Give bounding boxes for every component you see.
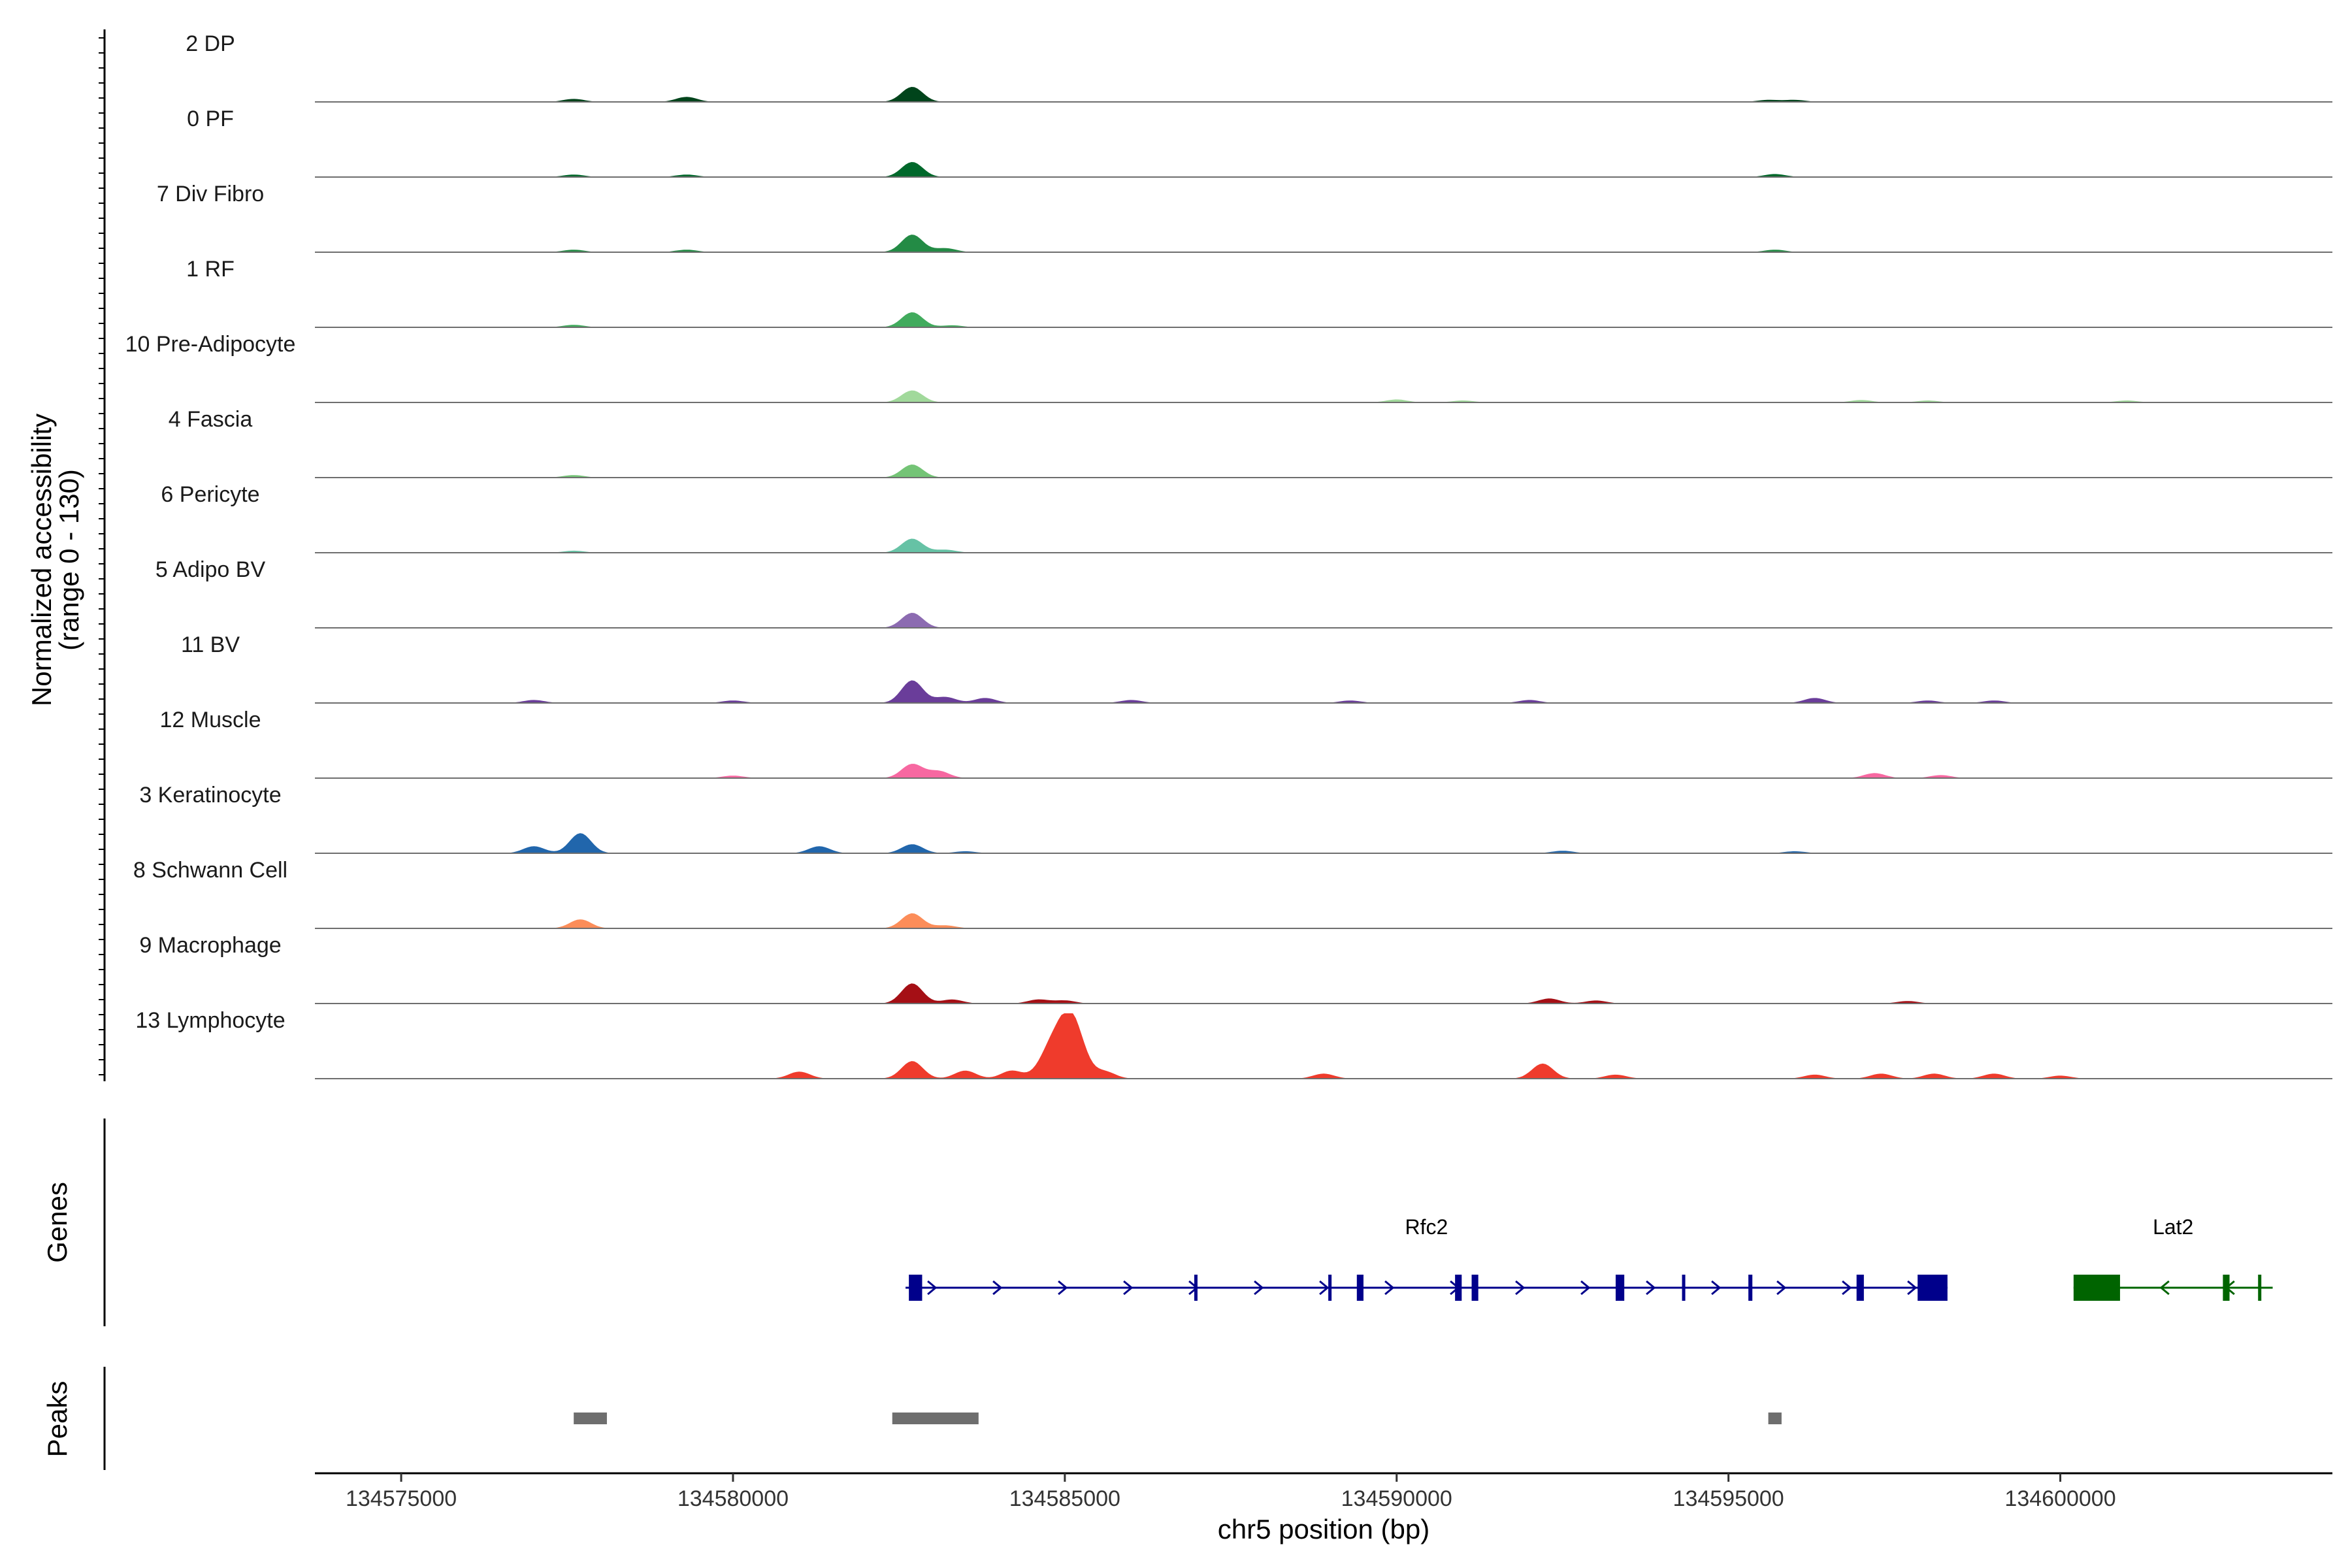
x-tick-label: 134585000 [1009,1486,1120,1511]
track-6: 6 Pericyte [161,482,2332,553]
coverage-area [315,162,2332,177]
coverage-area [315,390,2332,402]
y-axis-subtitle: (range 0 - 130) [54,469,84,651]
gene-models: Rfc2 Lat2 [906,1215,2273,1301]
strand-arrow [1254,1280,1264,1296]
peak-region [1768,1413,1782,1424]
gene-lat2: Lat2 [2073,1215,2273,1301]
coverage-y-ticks [99,37,105,1075]
track-8: 11 BV [181,632,2332,704]
x-axis-title: chr5 position (bp) [1218,1514,1430,1544]
strand-arrow [1842,1280,1852,1296]
coverage-area [315,680,2332,703]
gene-exon [2258,1275,2262,1301]
coverage-area [315,312,2332,327]
track-3: 1 RF [186,257,2332,328]
gene-exon [1748,1275,1753,1301]
peak-region [574,1413,607,1424]
coverage-area [315,87,2332,102]
track-label: 5 Adipo BV [155,557,266,582]
gene-exon [1194,1275,1198,1301]
x-axis-ticks: 134575000 134580000 134585000 134590000 1345… [346,1473,2116,1511]
track-label: 1 RF [186,257,235,282]
x-tick-label: 134590000 [1341,1486,1452,1511]
peak-region [892,1413,979,1424]
track-label: 4 Fascia [169,407,253,432]
gene-exon [2073,1275,2120,1301]
strand-arrow [1384,1280,1395,1296]
coverage-area [315,1013,2332,1079]
track-label: 6 Pericyte [161,482,259,507]
x-tick-label: 134600000 [2004,1486,2115,1511]
track-12: 9 Macrophage [139,933,2332,1004]
track-0: 2 DP [186,31,2332,103]
track-label: 2 DP [186,31,235,56]
strand-arrow [927,1280,938,1296]
coverage-area [315,235,2332,252]
track-2: 7 Div Fibro [157,182,2332,253]
coverage-area [315,465,2332,478]
track-label: 13 Lymphocyte [135,1008,285,1033]
coverage-area [315,913,2332,928]
track-label: 12 Muscle [160,708,261,732]
peaks-panel-title: Peaks [42,1381,73,1458]
gene-label: Lat2 [2153,1215,2193,1239]
strand-arrow [1776,1280,1787,1296]
strand-arrow [1907,1280,1918,1296]
gene-exon [2223,1275,2230,1301]
gene-exon [1918,1275,1948,1301]
strand-arrow [2159,1280,2170,1296]
genes-panel-title: Genes [42,1182,73,1263]
track-label: 7 Div Fibro [157,182,264,206]
gene-exon [1856,1275,1864,1301]
track-13: 13 Lymphocyte [135,1008,2332,1079]
peak-regions [574,1413,1782,1424]
track-5: 4 Fascia [169,407,2332,478]
track-label: 8 Schwann Cell [133,858,287,883]
coverage-area [315,833,2332,853]
track-label: 10 Pre-Adipocyte [125,332,296,357]
gene-exon [1455,1275,1462,1301]
x-tick-label: 134575000 [346,1486,457,1511]
strand-arrow [1058,1280,1068,1296]
gene-exon [1356,1275,1364,1301]
coverage-area [315,538,2332,553]
gene-label: Rfc2 [1405,1215,1448,1239]
x-tick-label: 134580000 [678,1486,789,1511]
track-label: 0 PF [187,106,234,131]
strand-arrow [1123,1280,1134,1296]
strand-arrow [1319,1280,1330,1296]
track-label: 9 Macrophage [139,933,281,958]
strand-arrow [1711,1280,1722,1296]
strand-arrow [1515,1280,1526,1296]
coverage-area [315,613,2332,628]
coverage-tracks: 2 DP 0 PF 7 Div Fibro 1 RF 10 Pre-Adipocyte 4… [125,31,2332,1079]
gene-exon [1615,1275,1625,1301]
track-9: 12 Muscle [160,708,2332,779]
gene-rfc2: Rfc2 [906,1215,1948,1301]
gene-exon [1328,1275,1332,1301]
gene-exon [1471,1275,1478,1301]
track-4: 10 Pre-Adipocyte [125,332,2332,403]
x-tick-label: 134595000 [1673,1486,1784,1511]
track-label: 11 BV [181,632,240,657]
track-label: 3 Keratinocyte [139,783,281,808]
strand-arrow [1646,1280,1656,1296]
track-1: 0 PF [187,106,2332,178]
strand-arrow [1580,1280,1591,1296]
gene-exon [1682,1275,1686,1301]
track-7: 5 Adipo BV [155,557,2332,629]
gene-exon [909,1275,923,1301]
coverage-area [315,983,2332,1004]
y-axis-title: Normalized accessibility [26,414,57,706]
track-11: 8 Schwann Cell [133,858,2332,929]
track-10: 3 Keratinocyte [139,783,2332,854]
coverage-area [315,764,2332,778]
strand-arrow [992,1280,1003,1296]
